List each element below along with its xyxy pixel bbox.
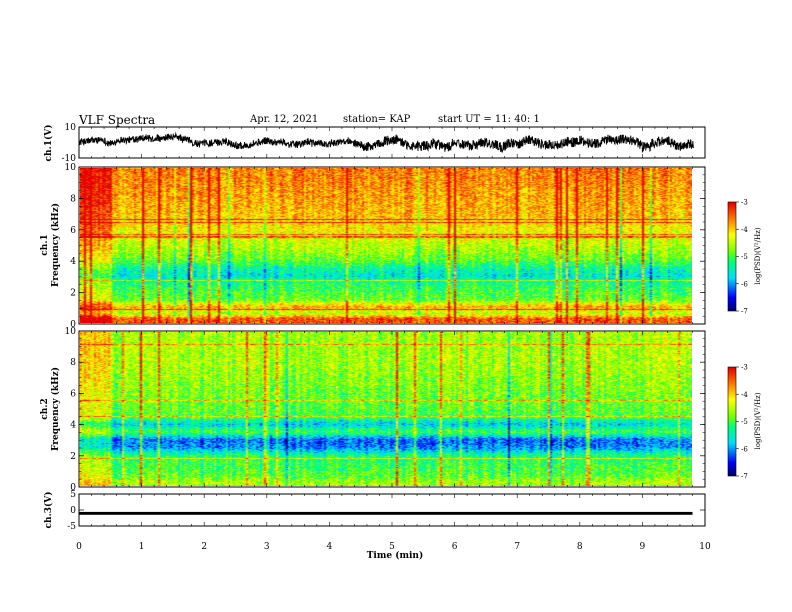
x-tick-label: 5 (389, 542, 395, 552)
date-label: Apr. 12, 2021 (250, 114, 319, 125)
y-tick-label: 10 (65, 327, 77, 337)
y-tick-label: 0 (70, 320, 76, 330)
ch1-colorbar-label: log(PSD)(V²/Hz) (754, 227, 762, 284)
ch2-spectrogram-ylabel-line2: Frequency (kHz) (50, 367, 61, 451)
colorbar-tick-label: -6 (741, 445, 748, 453)
y-tick-label: -10 (62, 154, 77, 164)
y-tick-label: 5 (70, 490, 76, 500)
x-axis-tick-labels: 0 1 2 3 4 5 6 7 8 9 10 (76, 542, 711, 552)
chart-title: VLF Spectra (79, 113, 156, 127)
ch1-spectrogram-ylabel-line1: ch.1 (40, 234, 50, 255)
x-tick-label: 7 (514, 542, 520, 552)
colorbar-tick-label: -5 (741, 253, 748, 261)
ch1-waveform-panel: 10 -10 (62, 123, 706, 164)
ch1-spectrogram-image (80, 168, 692, 323)
ch1-colorbar-gradient (728, 202, 736, 311)
y-tick-label: 8 (70, 358, 76, 368)
x-tick-label: 6 (452, 542, 458, 552)
y-tick-label: 10 (65, 163, 77, 173)
x-tick-label: 4 (327, 542, 333, 552)
ch2-spectrogram-image (80, 332, 692, 486)
y-tick-label: 0 (70, 483, 76, 493)
ch1-spectrogram-panel: 0 2 4 6 8 10 (65, 163, 706, 330)
ch1-waveform-line (78, 131, 694, 153)
x-tick-label: 10 (699, 542, 711, 552)
start-time-label: start UT = 11: 40: 1 (438, 114, 540, 125)
colorbar-tick-label: -3 (741, 364, 748, 372)
x-tick-label: 0 (76, 542, 82, 552)
ch2-colorbar-gradient (728, 367, 736, 476)
ch1-colorbar: -3 -4 -5 -6 -7 (727, 199, 748, 316)
y-tick-label: 6 (70, 389, 76, 399)
colorbar-tick-label: -7 (741, 308, 748, 316)
ch2-spectrogram-ylabel-line1: ch.2 (40, 398, 50, 419)
colorbar-tick-label: -7 (741, 473, 748, 481)
ch3-waveform-line (79, 511, 693, 515)
y-tick-label: -5 (67, 522, 76, 532)
ch1-waveform-ylabel: ch.1(V) (43, 125, 54, 162)
y-tick-label: 4 (70, 421, 76, 431)
ch1-spectrogram-ylabel-line2: Frequency (kHz) (50, 203, 61, 287)
ch3-waveform-frame (78, 493, 706, 527)
y-tick-label: 0 (70, 506, 76, 516)
colorbar-tick-label: -4 (741, 226, 748, 234)
x-tick-label: 8 (577, 542, 583, 552)
station-label: station= KAP (343, 114, 411, 125)
x-tick-label: 3 (264, 542, 270, 552)
ch3-waveform-ylabel: ch.3(V) (43, 492, 54, 529)
y-tick-label: 6 (70, 226, 76, 236)
y-tick-label: 10 (65, 123, 77, 133)
x-tick-label: 9 (640, 542, 646, 552)
ch3-waveform-panel: 5 0 -5 (67, 490, 706, 532)
ch2-colorbar: -3 -4 -5 -6 -7 (727, 364, 748, 481)
ch2-colorbar-label: log(PSD)(V²/Hz) (754, 392, 762, 449)
y-tick-label: 8 (70, 194, 76, 204)
colorbar-tick-label: -3 (741, 199, 748, 207)
x-tick-label: 2 (201, 542, 207, 552)
y-tick-label: 2 (70, 289, 76, 299)
y-tick-label: 2 (70, 452, 76, 462)
colorbar-tick-label: -6 (741, 280, 748, 288)
x-tick-label: 1 (139, 542, 145, 552)
colorbar-tick-label: -5 (741, 418, 748, 426)
colorbar-tick-label: -4 (741, 391, 748, 399)
y-tick-label: 4 (70, 257, 76, 267)
ch2-spectrogram-panel: 0 2 4 6 8 10 (65, 327, 706, 493)
x-axis-label: Time (min) (367, 550, 424, 561)
